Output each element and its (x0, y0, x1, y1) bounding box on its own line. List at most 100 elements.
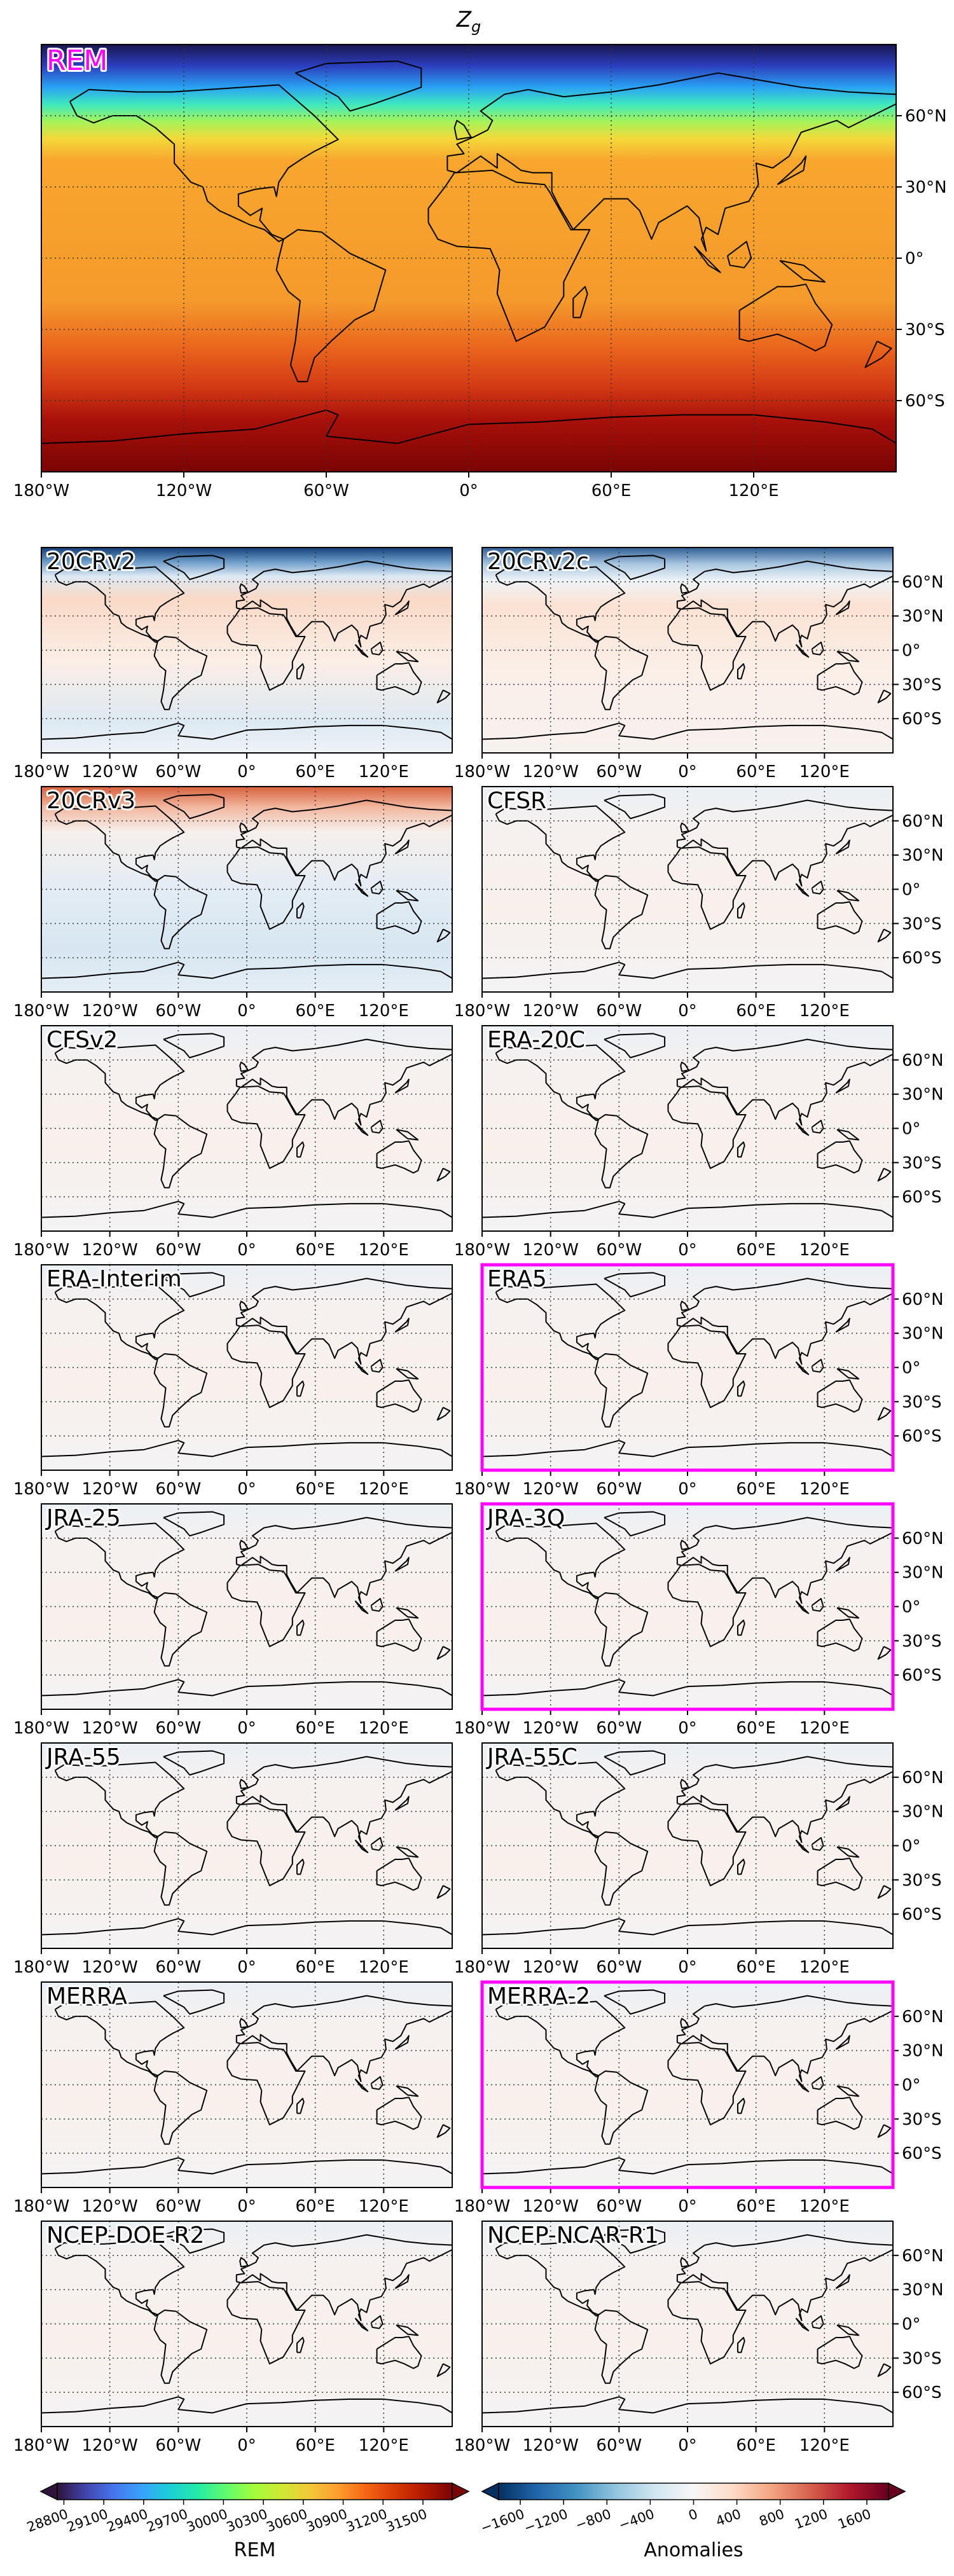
map-content (482, 1265, 893, 1470)
map-panel: 180°W 120°W 60°W 0° 60°E 120°E MERRA (13, 1981, 453, 2216)
lon-tick-label: 180°W (13, 1002, 69, 1021)
colorbar-tick-label: 1200 (792, 2506, 829, 2532)
map-content (41, 2221, 452, 2427)
map-frame (41, 1503, 453, 1710)
map-content (482, 548, 893, 753)
lon-tick-label: 180°W (454, 762, 510, 782)
lat-tick-label: 30°N (902, 2042, 944, 2061)
lat-tick-label: 0° (905, 249, 924, 268)
map-panel: 180°W 120°W 60°W 0° 60°E 120°E 60°N 30°N 0° 30°S 6… (454, 1502, 944, 1738)
lon-tick-label: 60°E (295, 2436, 335, 2455)
lon-tick-label: 180°W (13, 1719, 69, 1738)
colorbar-tick-label: 29700 (144, 2506, 190, 2535)
lon-tick-label: 60°E (591, 481, 632, 500)
panel-label: ERA-20C (487, 1027, 585, 1053)
lat-tick-label: 0° (902, 1120, 921, 1139)
lon-tick-label: 120°E (799, 2436, 850, 2455)
colorbar-tick-label: 31500 (384, 2506, 429, 2535)
map-panel: 180°W 120°W 60°W 0° 60°E 120°E 60°N 30°N 0° 30°S 6… (454, 1025, 944, 1260)
lon-tick-label: 120°E (359, 1002, 409, 1021)
lon-tick-label: 120°W (81, 1719, 137, 1738)
lat-tick-label: 30°N (902, 846, 944, 865)
lon-tick-label: 60°E (295, 1002, 335, 1021)
lon-tick-label: 120°E (799, 1719, 850, 1738)
colorbar-tick-label: 1600 (836, 2506, 873, 2532)
colorbar-tick-label: 800 (757, 2506, 787, 2529)
map-frame (41, 1025, 453, 1232)
lon-tick-label: 120°W (522, 1241, 578, 1260)
lon-tick-label: 120°W (522, 1958, 578, 1977)
lat-tick-label: 0° (902, 1598, 921, 1617)
lon-tick-label: 120°E (359, 1241, 409, 1260)
map-content (41, 787, 452, 992)
map-panel: 180°W 120°W 60°W 0° 60°E 120°E 60°N 30°N 0° 30°S 6… (454, 2221, 944, 2455)
lon-tick-label: 180°W (13, 2197, 69, 2216)
lon-tick-label: 0° (237, 1480, 256, 1499)
map-panel: 180°W 120°W 60°W 0° 60°E 120°E JRA-25 (13, 1503, 453, 1738)
panel-label: 20CRv2c (487, 549, 589, 575)
panel-label: NCEP-NCAR-R1 (487, 2222, 659, 2249)
map-content (41, 548, 452, 753)
lon-tick-label: 60°W (596, 762, 642, 782)
lat-tick-label: 60°S (902, 710, 942, 729)
map-panel: 180°W 120°W 60°W 0° 60°E 120°E ERA-Interim (13, 1264, 453, 1499)
lon-tick-label: 120°W (522, 1719, 578, 1738)
lat-tick-label: 30°N (902, 1803, 944, 1822)
panel-label: MERRA (46, 1983, 127, 2009)
lon-tick-label: 60°W (596, 1719, 642, 1738)
colorbar-tick-label: −1200 (522, 2506, 570, 2536)
lat-tick-label: 60°S (902, 1905, 942, 1924)
title-base: Z (456, 7, 472, 32)
lon-tick-label: 0° (678, 2436, 697, 2455)
map-content (482, 1504, 893, 1709)
panel-label: ERA-Interim (46, 1266, 182, 1292)
lon-tick-label: 0° (237, 2436, 256, 2455)
lon-tick-label: 120°W (522, 762, 578, 782)
map-frame (41, 44, 897, 472)
lon-tick-label: 60°E (736, 1958, 776, 1977)
map-panel: 180°W 120°W 60°W 0° 60°E 120°E 60°N 30°N 0° 30°S 6… (454, 1742, 944, 1977)
lon-tick-label: 0° (237, 1719, 256, 1738)
lon-tick-label: 60°E (736, 1480, 776, 1499)
lat-tick-label: 30°N (902, 607, 944, 626)
lon-tick-label: 120°W (81, 2197, 137, 2216)
lon-tick-label: 120°W (81, 1002, 137, 1021)
lat-tick-label: 30°N (905, 178, 947, 197)
lat-tick-label: 60°N (902, 1290, 944, 1309)
lat-tick-label: 30°N (902, 1325, 944, 1344)
lon-tick-label: 60°W (155, 1002, 201, 1021)
lon-tick-label: 120°W (156, 481, 212, 500)
lat-tick-label: 0° (902, 642, 921, 661)
lat-tick-label: 60°N (902, 573, 944, 592)
lon-tick-label: 120°E (359, 2436, 409, 2455)
lat-tick-label: 30°S (902, 2110, 942, 2129)
lon-tick-label: 60°W (155, 1241, 201, 1260)
panel-label: JRA-55 (45, 1744, 121, 1770)
lat-tick-label: 30°S (902, 1871, 942, 1890)
panel-label: JRA-3Q (486, 1505, 565, 1531)
lat-tick-label: 30°S (902, 914, 942, 933)
lat-tick-label: 60°S (905, 392, 945, 411)
lon-tick-label: 120°W (81, 1958, 137, 1977)
colorbar-tick-label: 30300 (225, 2506, 270, 2535)
lon-tick-label: 180°W (13, 481, 69, 500)
lat-tick-label: 60°S (902, 1427, 942, 1446)
lat-tick-label: 30°N (902, 1564, 944, 1583)
lon-tick-label: 60°W (155, 1719, 201, 1738)
colorbar-body (57, 2483, 453, 2500)
lon-tick-label: 180°W (13, 1480, 69, 1499)
colorbar-tick-label: 0 (686, 2506, 700, 2523)
lat-tick-label: 30°S (902, 1393, 942, 1412)
lon-tick-label: 120°E (359, 2197, 409, 2216)
lon-tick-label: 60°E (736, 1719, 776, 1738)
lat-tick-label: 60°N (905, 107, 947, 126)
colorbar-tick-label: 30000 (184, 2506, 230, 2535)
colorbar-tick-label: 29400 (105, 2506, 150, 2535)
map-content (482, 2221, 893, 2427)
lon-tick-label: 180°W (454, 1958, 510, 1977)
lon-tick-label: 60°W (155, 1480, 201, 1499)
lon-tick-label: 60°W (155, 2436, 201, 2455)
panel-label: 20CRv2 (46, 549, 135, 575)
colorbar-tick-label: 29100 (65, 2506, 110, 2535)
lat-tick-label: 30°S (905, 320, 945, 340)
